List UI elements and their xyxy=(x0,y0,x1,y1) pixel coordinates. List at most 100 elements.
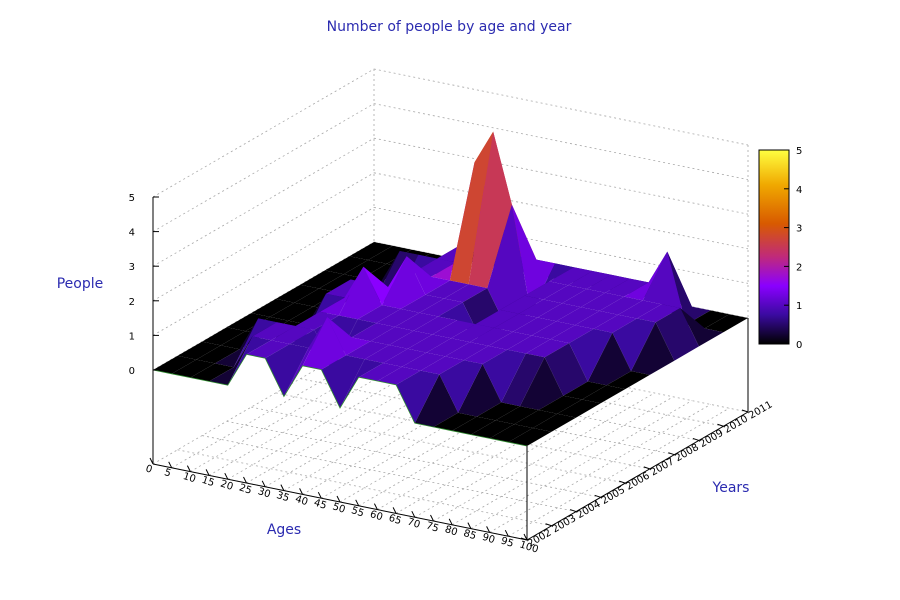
y-tick-label: 2011 xyxy=(747,399,775,421)
y-tick-label: 2003 xyxy=(551,513,579,535)
grid-line xyxy=(251,406,626,484)
surface-facet xyxy=(530,263,574,313)
surface-facet xyxy=(538,395,582,414)
surface-facet xyxy=(406,256,450,295)
colorbar-tick-label: 1 xyxy=(796,301,802,312)
surface-facet xyxy=(357,305,401,324)
surface-facet xyxy=(612,318,656,372)
surface-facet xyxy=(475,309,519,328)
surface-facet xyxy=(295,311,339,330)
surface-facet xyxy=(420,356,464,375)
surface-facet xyxy=(544,343,588,396)
x-tick-mark xyxy=(205,469,210,476)
colorbar-gradient xyxy=(758,149,790,345)
y-tick-label: 2009 xyxy=(698,428,726,450)
x-tick-mark xyxy=(336,495,341,503)
surface-facet xyxy=(153,355,197,374)
surface-facet xyxy=(520,357,564,410)
surface-facet xyxy=(439,360,483,413)
x-tick-label: 10 xyxy=(181,471,197,485)
surface-facet xyxy=(426,338,470,357)
surface-facet xyxy=(543,285,587,304)
x-tick-mark xyxy=(299,488,304,495)
y-tick-label: 2002 xyxy=(526,527,554,549)
colorbar-tick-label: 5 xyxy=(796,146,802,157)
grid-line xyxy=(152,137,375,267)
grid-line xyxy=(373,207,749,284)
colorbar: 0 1 2 3 4 5 xyxy=(758,146,802,351)
y-tick-label: 2010 xyxy=(722,414,750,436)
x-tick-mark xyxy=(486,526,491,533)
surface-facet xyxy=(370,326,414,345)
y-tick-label: 2005 xyxy=(600,485,628,507)
surface-facet xyxy=(524,281,568,300)
x-tick-mark xyxy=(149,457,154,465)
surface-facet xyxy=(599,296,643,315)
surface-facet xyxy=(233,318,277,368)
surface-facet xyxy=(556,307,600,326)
y-tick-label: 2007 xyxy=(649,456,677,478)
surface-facet xyxy=(171,359,215,378)
surface-facet xyxy=(351,323,395,342)
surface-facet xyxy=(507,335,551,354)
surface-facet xyxy=(575,310,619,329)
surface-facet xyxy=(458,364,502,417)
surface-layer xyxy=(152,131,748,447)
surface-facet xyxy=(324,256,369,275)
colorbar-tick-label: 0 xyxy=(796,340,802,351)
surface-facet xyxy=(413,316,457,335)
surface-facet xyxy=(549,267,593,286)
surface-facet xyxy=(469,327,513,346)
surface-facet xyxy=(246,340,290,359)
x-tick-mark xyxy=(411,510,416,518)
z-tick-label: 4 xyxy=(129,228,135,239)
surface-facet xyxy=(400,294,445,313)
x-tick-mark xyxy=(467,522,472,529)
surface-facet xyxy=(586,274,630,293)
x-tick-mark xyxy=(373,503,378,510)
y-tick-mark xyxy=(594,494,601,498)
grid-line xyxy=(373,137,749,215)
x-tick-label: 30 xyxy=(256,486,272,500)
surface-facet xyxy=(470,420,515,439)
surface-facet xyxy=(389,330,433,349)
x-tick-mark xyxy=(430,514,434,522)
x-tick-mark xyxy=(186,465,191,472)
surface-facet xyxy=(451,324,495,343)
surface-facet xyxy=(227,336,272,386)
x-tick-label: 75 xyxy=(425,520,441,534)
surface-facet xyxy=(489,424,533,443)
surface-facet xyxy=(537,303,581,322)
x-tick-label: 50 xyxy=(331,501,347,515)
grid-line xyxy=(152,103,375,232)
surface-facet xyxy=(449,131,494,285)
surface-facet xyxy=(383,348,427,367)
grid-line xyxy=(177,449,552,527)
colorbar-tick-label: 4 xyxy=(796,185,802,196)
grid-line xyxy=(373,172,749,250)
surface-facet xyxy=(587,332,632,386)
surface-facet xyxy=(321,355,365,408)
surface-facet xyxy=(501,353,545,407)
surface-facet xyxy=(265,344,309,397)
surface-facet xyxy=(557,399,601,418)
surface-facet xyxy=(368,245,412,264)
surface-facet xyxy=(444,284,488,303)
surface-facet xyxy=(376,308,420,327)
surface-facet xyxy=(196,345,240,364)
surface-facet xyxy=(251,298,295,317)
surface-facet xyxy=(568,271,612,289)
y-tick-label: 2006 xyxy=(624,470,652,492)
y-axis-line xyxy=(526,411,749,541)
surface-facet xyxy=(562,289,606,308)
surface-facet xyxy=(605,278,649,297)
surface-facet xyxy=(433,412,477,431)
x-tick-label: 0 xyxy=(144,463,153,475)
grid-line xyxy=(152,68,375,198)
surface-facet xyxy=(320,266,364,316)
surface-facet xyxy=(445,342,489,361)
z-tick-label: 2 xyxy=(129,297,135,308)
y-tick-mark xyxy=(520,537,528,541)
x-tick-mark xyxy=(523,533,528,541)
y-tick-label: 2004 xyxy=(575,499,603,521)
